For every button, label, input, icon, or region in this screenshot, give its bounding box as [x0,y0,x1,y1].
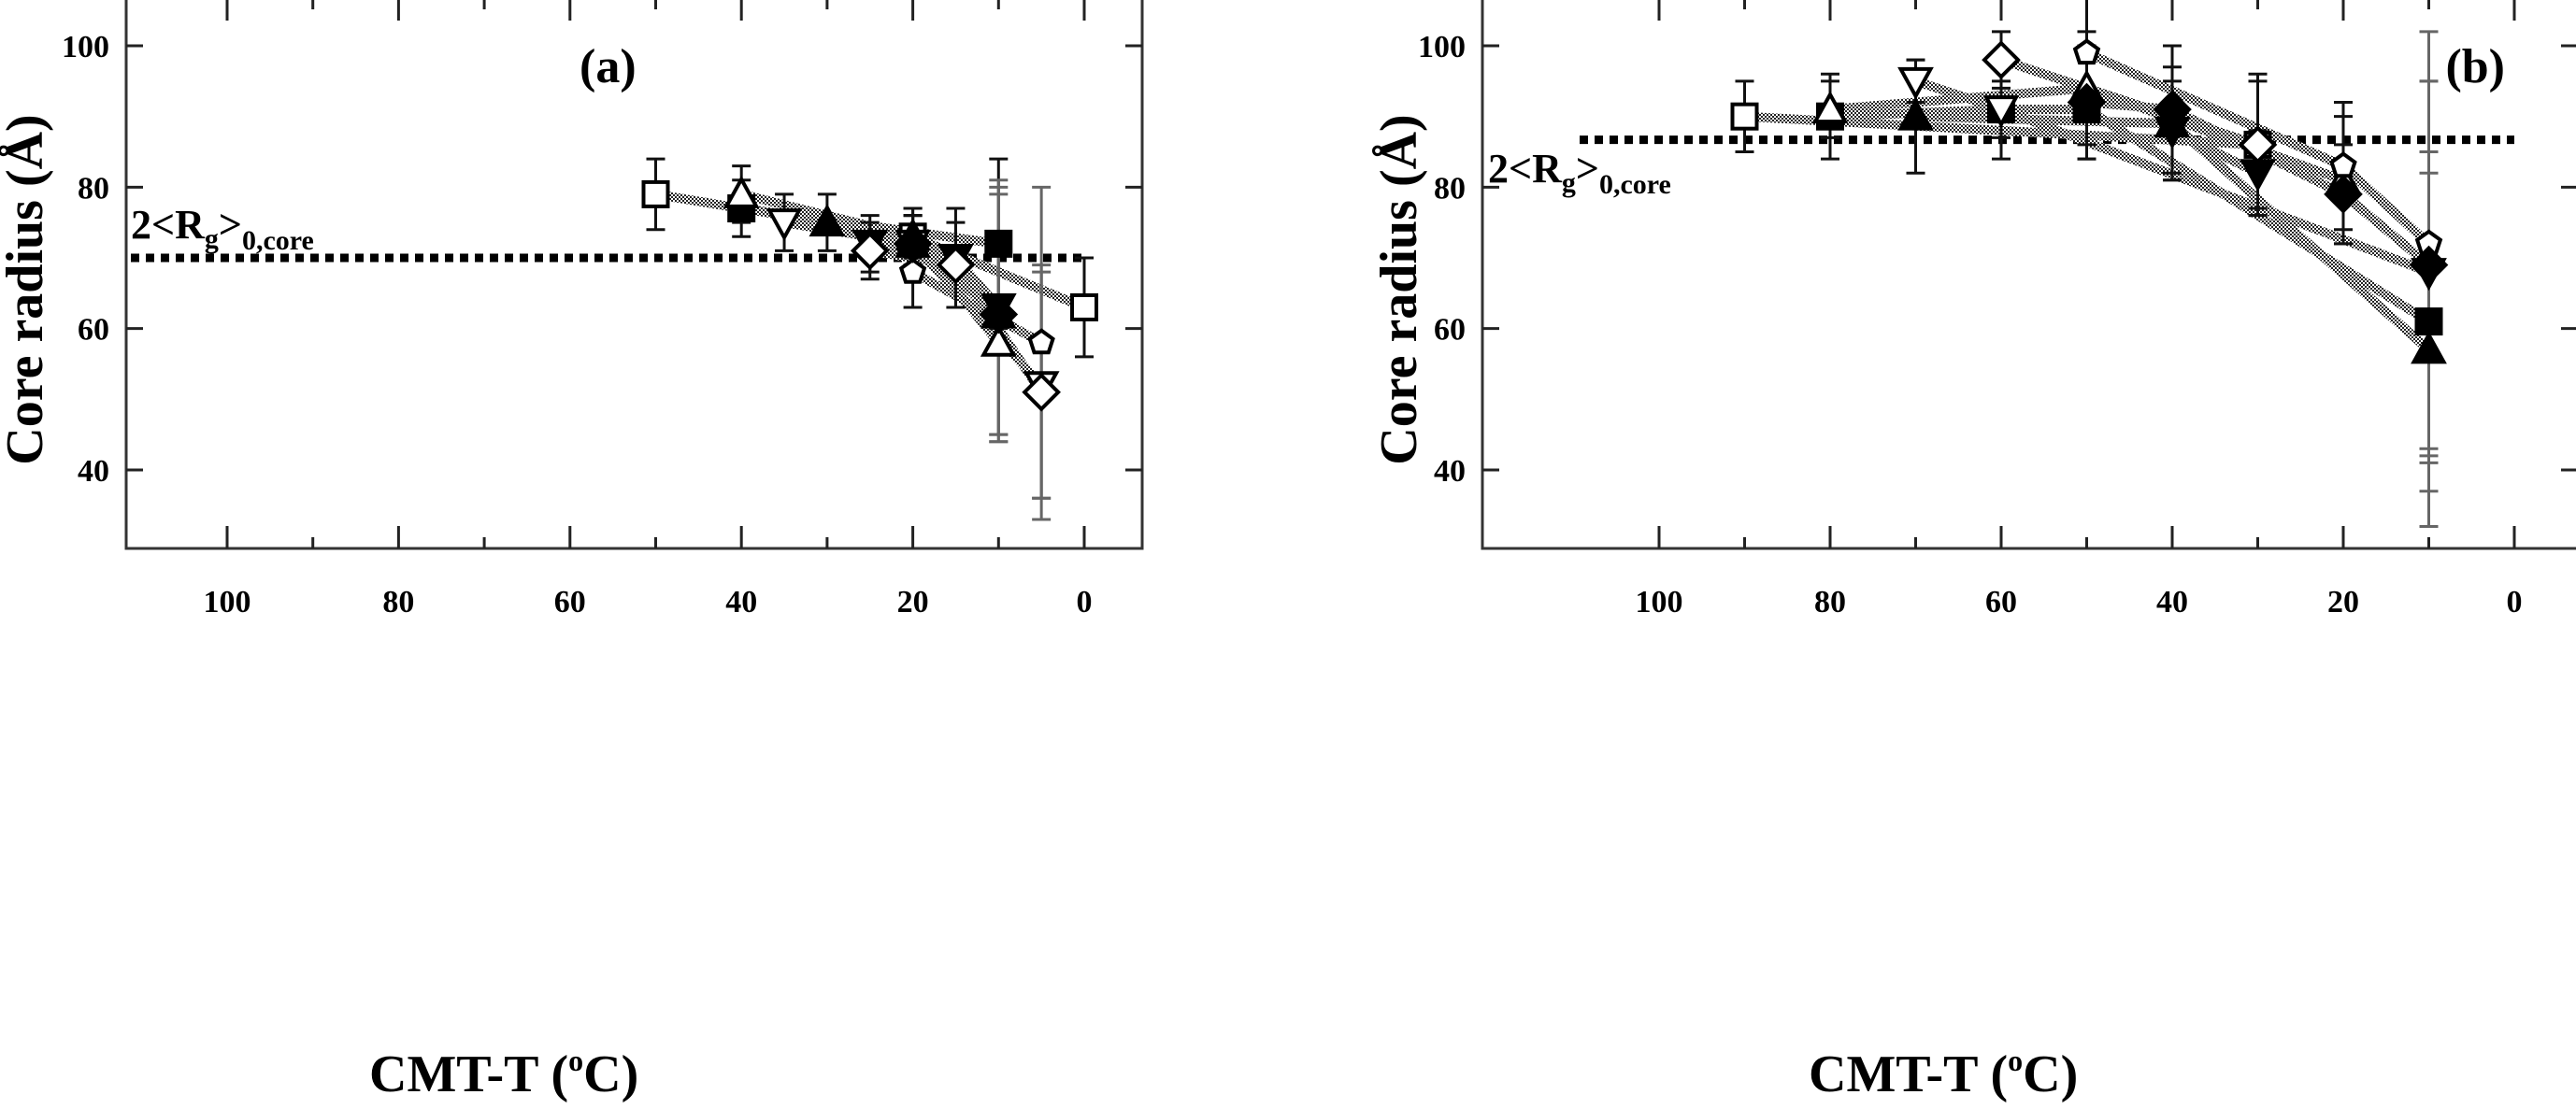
x-tick-label: 0 [2507,585,2523,619]
marker-filled-diamond [2409,245,2449,285]
x-tick-label: 40 [2156,585,2188,619]
y-tick-label: 100 [62,30,109,64]
marker-filled-diamond [2153,90,2192,129]
marker-open-diamond [936,245,976,285]
x-tick-label: 20 [2327,585,2359,619]
marker-open-square [1730,102,1759,131]
marker-filled-triangle-up [1897,97,1934,131]
x-tick-label: 100 [204,585,251,619]
y-tick-label: 80 [1434,171,1466,206]
marker-open-diamond [1022,372,1061,412]
marker-filled-diamond [2324,175,2363,214]
marker-open-diamond [850,231,890,271]
marker-open-triangle-up [980,323,1017,357]
markers [1730,38,2449,364]
x-tick-label: 20 [897,585,929,619]
panel-label: (a) [580,40,637,93]
markers [641,175,1098,412]
series-line-open-pentagon [910,267,1044,348]
marker-filled-diamond [2067,82,2107,122]
y-tick-label: 80 [78,171,109,206]
marker-open-diamond [2238,125,2278,164]
y-tick-label: 40 [1434,454,1466,489]
x-tick-label: 60 [1985,585,2017,619]
x-tick-label: 80 [382,585,414,619]
x-tick-label: 100 [1636,585,1683,619]
marker-open-triangle-up [1811,90,1849,124]
plot-frame [124,0,1144,550]
x-tick-label: 80 [1814,585,1846,619]
y-tick-label: 60 [1434,313,1466,348]
x-axis-title: CMT-T (oC) [1809,1044,2078,1103]
marker-open-diamond [1982,40,2021,79]
x-axis-title: CMT-T (oC) [369,1044,638,1103]
x-tick-label: 60 [554,585,586,619]
panel-label: (b) [2445,40,2505,93]
marker-filled-square [2414,307,2443,336]
panel-a: 100 80 60 40 20 0 40 60 80 100 (a) 2<Rg>0,core Co… [0,0,1144,1103]
panel-b: 100 80 60 40 20 0 40 60 80 100 (b) 2<Rg>0,core Co… [1370,0,2576,1103]
marker-open-triangle-up [723,175,760,208]
y-tick-label: 60 [78,313,109,348]
x-tick-label: 40 [725,585,757,619]
series-line-filled-square [1829,105,2432,326]
plot-frame [1481,0,2576,550]
marker-open-pentagon [2072,38,2101,65]
x-tick-label: 0 [1077,585,1093,619]
marker-open-triangle-down [1897,66,1934,100]
marker-open-triangle-down [766,208,803,242]
marker-open-triangle-down [1982,95,2020,129]
marker-open-square [641,179,670,208]
marker-open-pentagon [898,257,927,284]
reference-line-label: 2<Rg>0,core [1488,146,1671,200]
marker-filled-square [984,229,1013,258]
marker-open-pentagon [2329,151,2357,178]
marker-open-square [1070,292,1098,321]
y-tick-label: 40 [78,454,109,489]
marker-filled-triangle-up [809,204,846,237]
marker-filled-diamond [893,224,933,263]
y-axis-title: Core radius (Å) [0,114,54,464]
axes: 100 80 60 40 20 0 40 60 80 100 [1418,0,2576,619]
marker-open-pentagon [1027,328,1055,355]
marker-filled-triangle-up [2411,331,2447,364]
y-tick-label: 100 [1418,30,1466,64]
y-axis-title: Core radius (Å) [1370,114,1428,464]
reference-line-label: 2<Rg>0,core [131,202,314,256]
marker-filled-diamond [979,294,1019,334]
